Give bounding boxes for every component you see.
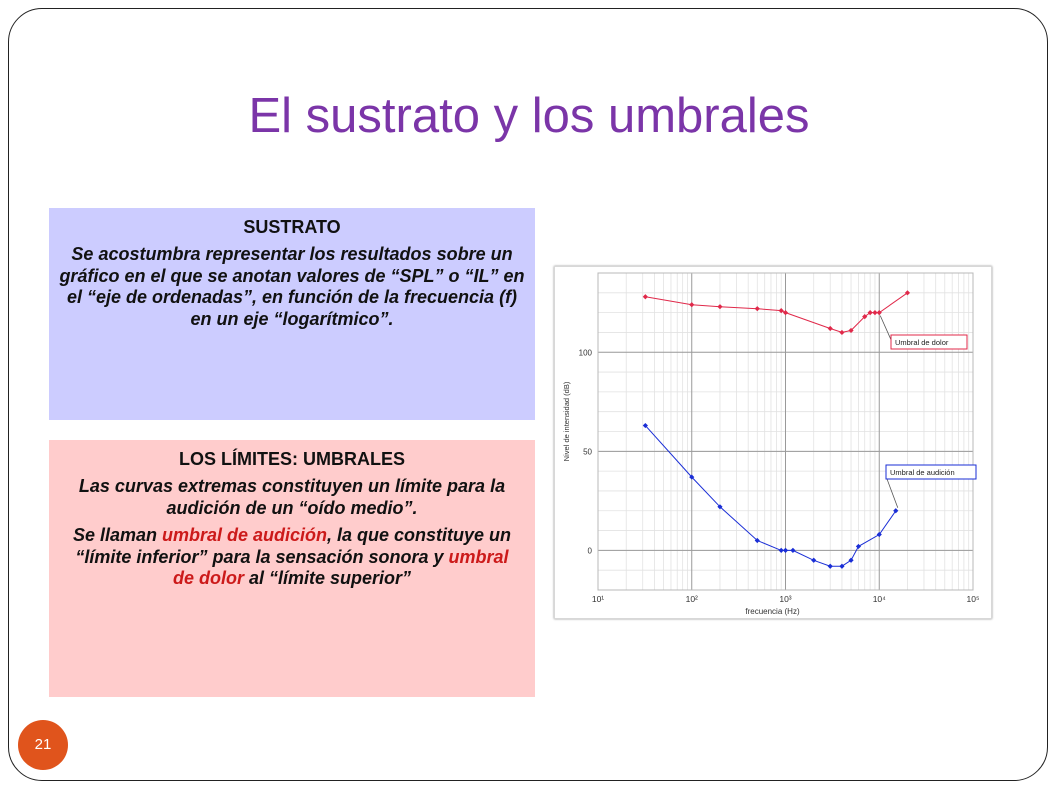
x-tick-label: 10² bbox=[686, 594, 698, 604]
data-point bbox=[848, 557, 854, 563]
y-tick-label: 100 bbox=[579, 348, 593, 357]
data-point bbox=[811, 557, 817, 563]
data-point bbox=[855, 543, 862, 550]
legend-pointer-line bbox=[879, 315, 893, 343]
data-point bbox=[839, 329, 845, 336]
data-point bbox=[790, 547, 796, 553]
threshold-chart-svg: 0 50 100 10¹ 10² 10³ 10⁴ 10⁵ frecuencia (Hz) Nive… bbox=[562, 272, 980, 616]
x-tick-label: 10⁴ bbox=[873, 594, 886, 604]
limites-p2-part2: , la que constituye un “límite inferior”… bbox=[75, 525, 512, 567]
x-tick-label: 10³ bbox=[779, 594, 791, 604]
x-tick-label: 10⁵ bbox=[967, 594, 980, 604]
data-point bbox=[782, 547, 789, 553]
y-tick-label: 0 bbox=[588, 546, 593, 555]
legend-pointer-line bbox=[886, 478, 899, 508]
data-point bbox=[872, 310, 878, 316]
data-point bbox=[754, 306, 760, 312]
data-point bbox=[876, 531, 882, 538]
series-line bbox=[645, 425, 897, 567]
data-point bbox=[778, 547, 784, 553]
data-point bbox=[876, 310, 882, 316]
threshold-chart: 0 50 100 10¹ 10² 10³ 10⁴ 10⁵ frecuencia (Hz) Nive… bbox=[554, 266, 992, 619]
sustrato-box: SUSTRATO Se acostumbra representar los r… bbox=[49, 208, 535, 420]
slide-title: El sustrato y los umbrales bbox=[248, 89, 810, 143]
legend-box bbox=[885, 464, 977, 480]
umbral-audicion-highlight: umbral de audición bbox=[161, 525, 328, 545]
limites-heading: LOS LÍMITES: UMBRALES bbox=[179, 449, 405, 469]
data-point bbox=[893, 508, 899, 514]
plot-frame bbox=[597, 272, 974, 591]
limites-box: LOS LÍMITES: UMBRALES Las curvas extrema… bbox=[49, 440, 535, 697]
limites-paragraph-2: Se llaman umbral de audición, la que con… bbox=[63, 525, 521, 590]
data-point bbox=[642, 294, 648, 300]
x-tick-label: 10¹ bbox=[592, 594, 604, 604]
data-point bbox=[867, 310, 873, 316]
limites-paragraph-1: Las curvas extremas constituyen un límit… bbox=[78, 476, 506, 518]
data-point bbox=[754, 537, 760, 544]
x-axis-label: frecuencia (Hz) bbox=[745, 607, 800, 616]
limites-p2-part3: al “límite superior” bbox=[243, 568, 412, 588]
data-point bbox=[689, 302, 695, 308]
umbral-dolor-highlight: umbral de dolor bbox=[172, 546, 509, 589]
sustrato-body: Se acostumbra representar los resultados… bbox=[59, 244, 525, 329]
data-point bbox=[839, 563, 845, 569]
legend-box bbox=[890, 334, 968, 350]
data-point bbox=[904, 290, 911, 296]
data-point bbox=[862, 313, 868, 320]
data-point bbox=[827, 325, 833, 332]
data-point bbox=[782, 310, 789, 316]
y-axis-label: Nivel de intensidad (dB) bbox=[562, 381, 571, 461]
legend-label: Umbral de audición bbox=[890, 468, 955, 477]
page-number-badge: 21 bbox=[18, 720, 68, 770]
data-point bbox=[848, 327, 854, 334]
limites-p2-part1: Se llaman bbox=[72, 525, 162, 545]
data-point bbox=[717, 304, 723, 310]
sustrato-heading: SUSTRATO bbox=[243, 217, 341, 237]
y-tick-label: 50 bbox=[583, 447, 592, 456]
legend-label: Umbral de dolor bbox=[895, 338, 949, 347]
data-point bbox=[827, 563, 833, 569]
